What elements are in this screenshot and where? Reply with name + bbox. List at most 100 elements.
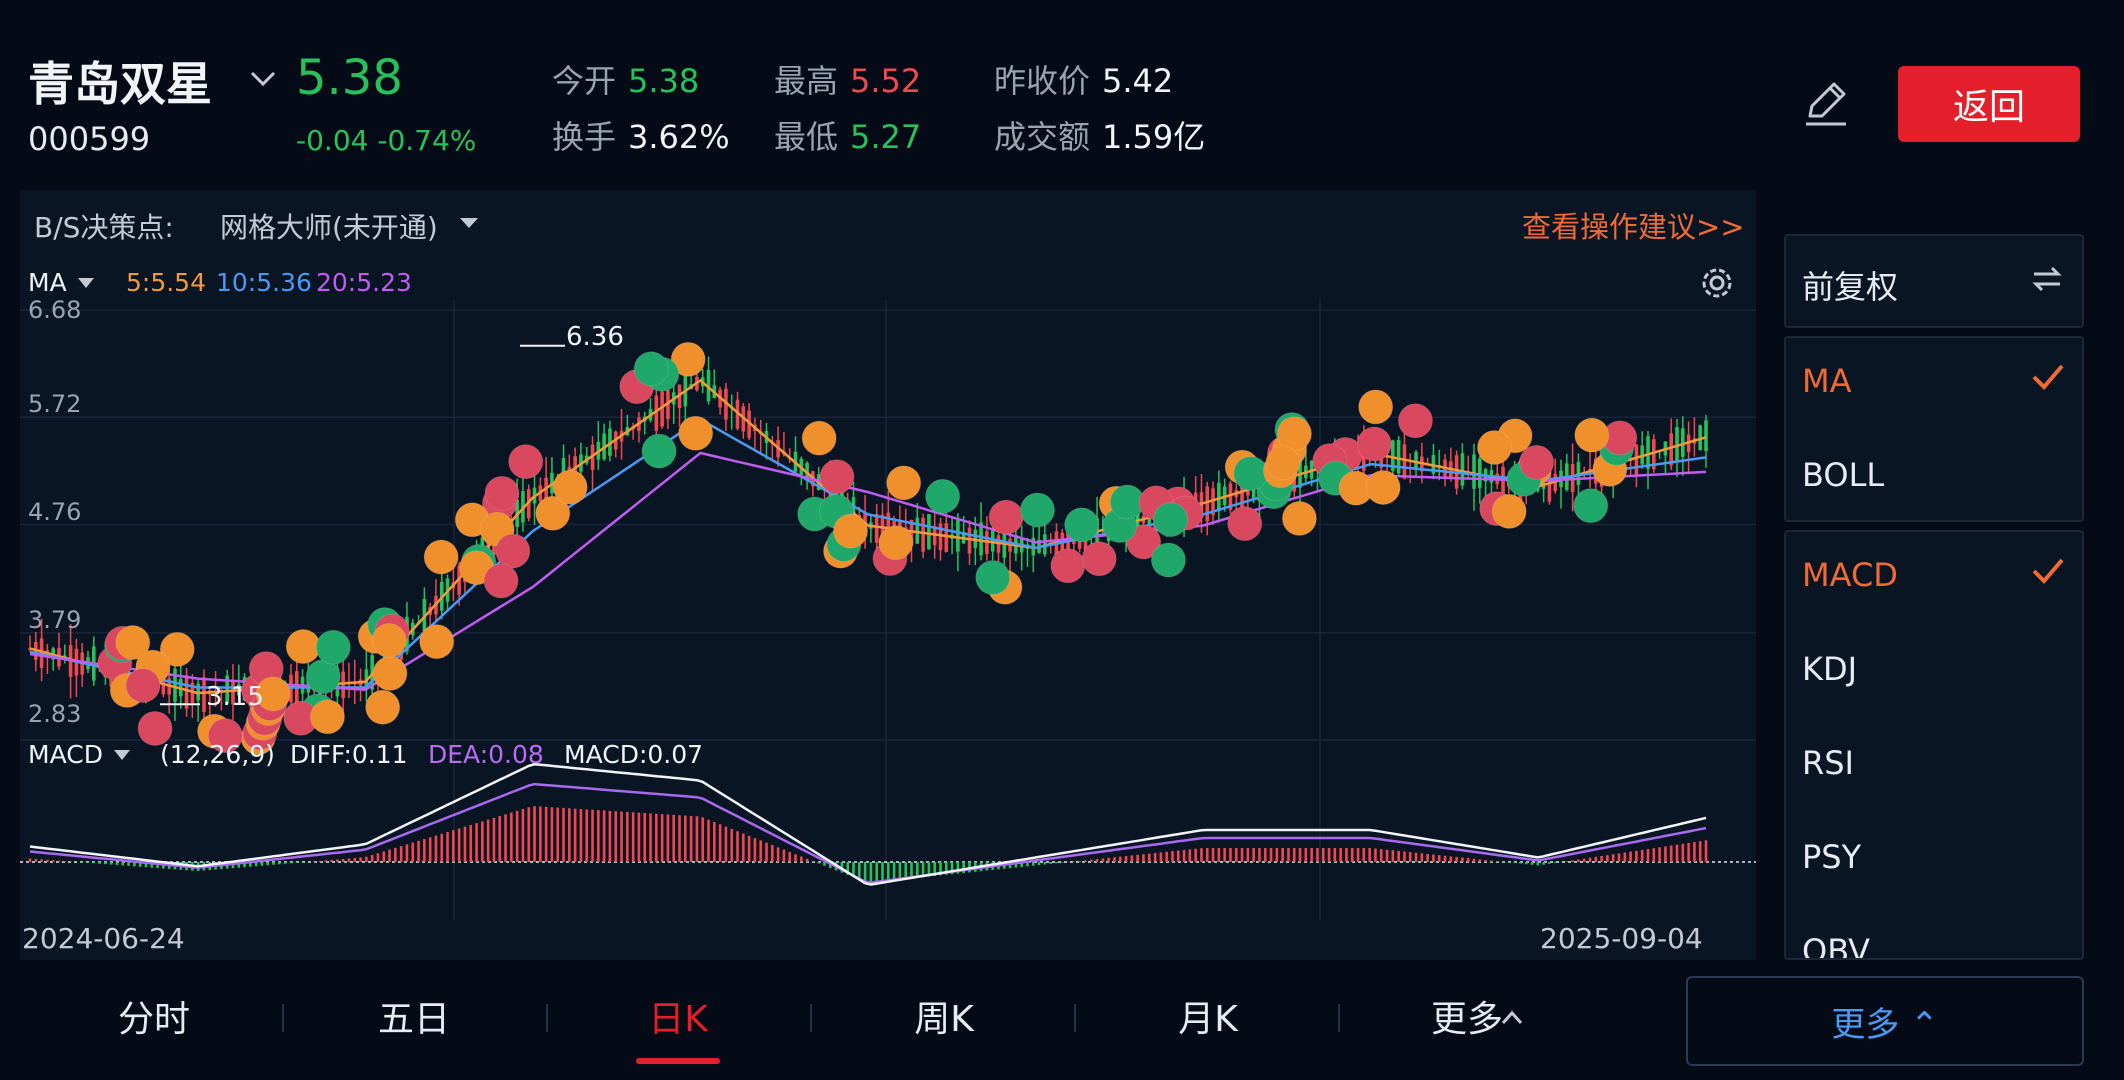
macd-bar xyxy=(1362,848,1366,862)
macd-bar xyxy=(1675,844,1679,862)
indicator-ma[interactable]: MA xyxy=(1802,362,1852,400)
macd-bar xyxy=(1414,852,1418,862)
low-marker-label: 3.15 xyxy=(206,682,264,712)
macd-bar xyxy=(1078,860,1081,862)
macd-bar xyxy=(399,846,403,862)
macd-bar xyxy=(51,860,55,862)
more-button-label: 更多 xyxy=(1831,1004,1900,1045)
tab-weekly-k[interactable]: 周K xyxy=(914,999,974,1040)
tab-more[interactable]: 更多 xyxy=(1430,999,1503,1040)
bs-marker xyxy=(207,718,243,754)
macd-bar xyxy=(626,811,629,862)
quote-high-label: 最高 xyxy=(774,62,839,100)
bs-marker xyxy=(372,655,408,691)
candle-body xyxy=(1478,458,1482,488)
chevron-up-icon[interactable] xyxy=(1500,1008,1524,1026)
macd-bar xyxy=(736,831,739,862)
macd-bar xyxy=(1368,848,1371,862)
tab-intraday[interactable]: 分时 xyxy=(117,999,190,1040)
indicator-obv[interactable]: OBV xyxy=(1802,932,1871,958)
macd-bar xyxy=(353,857,357,862)
ma-indicator-label[interactable]: MA xyxy=(28,268,67,297)
chevron-down-icon[interactable] xyxy=(246,62,280,96)
tab-monthly-k[interactable]: 月K xyxy=(1178,999,1238,1040)
candle-body xyxy=(1547,468,1552,502)
macd-bar xyxy=(631,812,635,862)
candle-body xyxy=(1240,476,1244,511)
kline-chart[interactable] xyxy=(20,290,1756,950)
candle-body xyxy=(915,517,920,544)
bs-marker xyxy=(1081,541,1117,577)
macd-bar xyxy=(359,857,362,862)
macd-bar xyxy=(150,862,154,868)
bs-marker xyxy=(1397,403,1433,439)
indicator-psy[interactable]: PSY xyxy=(1802,838,1862,876)
adjust-box[interactable] xyxy=(1784,234,2084,328)
macd-bar xyxy=(637,812,641,862)
macd-bar xyxy=(1101,858,1105,862)
macd-bar xyxy=(1130,855,1134,862)
grid-master-selector[interactable]: 网格大师(未开通) xyxy=(220,211,438,244)
macd-value: MACD:0.07 xyxy=(564,740,704,769)
macd-bar xyxy=(933,862,936,877)
macd-bar xyxy=(1176,850,1180,862)
bs-marker xyxy=(483,563,519,599)
macd-bar xyxy=(1640,849,1644,862)
tab-five-day[interactable]: 五日 xyxy=(377,999,450,1040)
caret-down-icon[interactable] xyxy=(112,748,132,762)
macd-bar xyxy=(1095,859,1099,862)
quote-amount: 成交额 1.59亿 xyxy=(994,112,1205,158)
back-button[interactable]: 返回 xyxy=(1898,66,2080,142)
macd-bar xyxy=(92,862,96,864)
indicator-boll[interactable]: BOLL xyxy=(1802,456,1885,494)
bs-marker xyxy=(1150,542,1186,578)
macd-bar xyxy=(312,861,316,862)
tab-daily-k[interactable]: 日K xyxy=(648,999,708,1040)
pencil-icon[interactable] xyxy=(1800,76,1854,130)
candle-body xyxy=(184,675,189,709)
macd-bar xyxy=(1107,857,1110,862)
macd-bar xyxy=(104,862,107,865)
adjust-label[interactable]: 前复权 xyxy=(1802,268,1899,306)
macd-bar xyxy=(695,816,699,862)
macd-bar xyxy=(1234,848,1238,862)
bs-marker xyxy=(115,625,151,661)
candle-body xyxy=(231,679,235,705)
more-button[interactable]: 更多 ⌃ xyxy=(1686,976,2084,1066)
caret-down-icon[interactable] xyxy=(458,216,480,230)
macd-bar xyxy=(1147,853,1151,862)
bs-marker xyxy=(1358,389,1394,425)
macd-bar xyxy=(1153,853,1157,862)
macd-bar xyxy=(655,813,658,862)
indicator-kdj[interactable]: KDJ xyxy=(1802,650,1858,688)
candle-body xyxy=(173,668,177,702)
macd-bar xyxy=(1449,856,1453,862)
indicator-macd[interactable]: MACD xyxy=(1802,556,1898,594)
macd-bar xyxy=(121,862,125,866)
macd-bar xyxy=(846,862,850,875)
macd-bar xyxy=(515,810,519,862)
macd-bar xyxy=(289,862,293,864)
indicator-rsi[interactable]: RSI xyxy=(1802,744,1854,782)
macd-bar xyxy=(1118,856,1122,862)
ma5-value: 5:5.54 xyxy=(126,268,206,297)
candle-body xyxy=(1199,492,1204,519)
macd-bar xyxy=(753,838,757,862)
gear-icon[interactable] xyxy=(1696,262,1738,304)
macd-bar xyxy=(452,830,455,862)
date-start: 2024-06-24 xyxy=(22,922,185,955)
bs-marker xyxy=(255,676,291,712)
macd-indicator-label[interactable]: MACD xyxy=(28,740,103,769)
bs-marker xyxy=(285,629,321,665)
caret-down-icon[interactable] xyxy=(76,276,96,290)
macd-bar xyxy=(498,816,502,862)
bs-marker xyxy=(1019,492,1055,528)
macd-bar xyxy=(394,847,397,862)
advice-link[interactable]: 查看操作建议>> xyxy=(1522,210,1745,244)
candle-body xyxy=(1217,482,1221,512)
bs-marker xyxy=(886,465,922,501)
bs-marker xyxy=(1227,506,1263,542)
repeat-icon[interactable] xyxy=(2028,260,2066,298)
macd-bar xyxy=(1229,848,1232,862)
macd-bar xyxy=(944,862,948,875)
